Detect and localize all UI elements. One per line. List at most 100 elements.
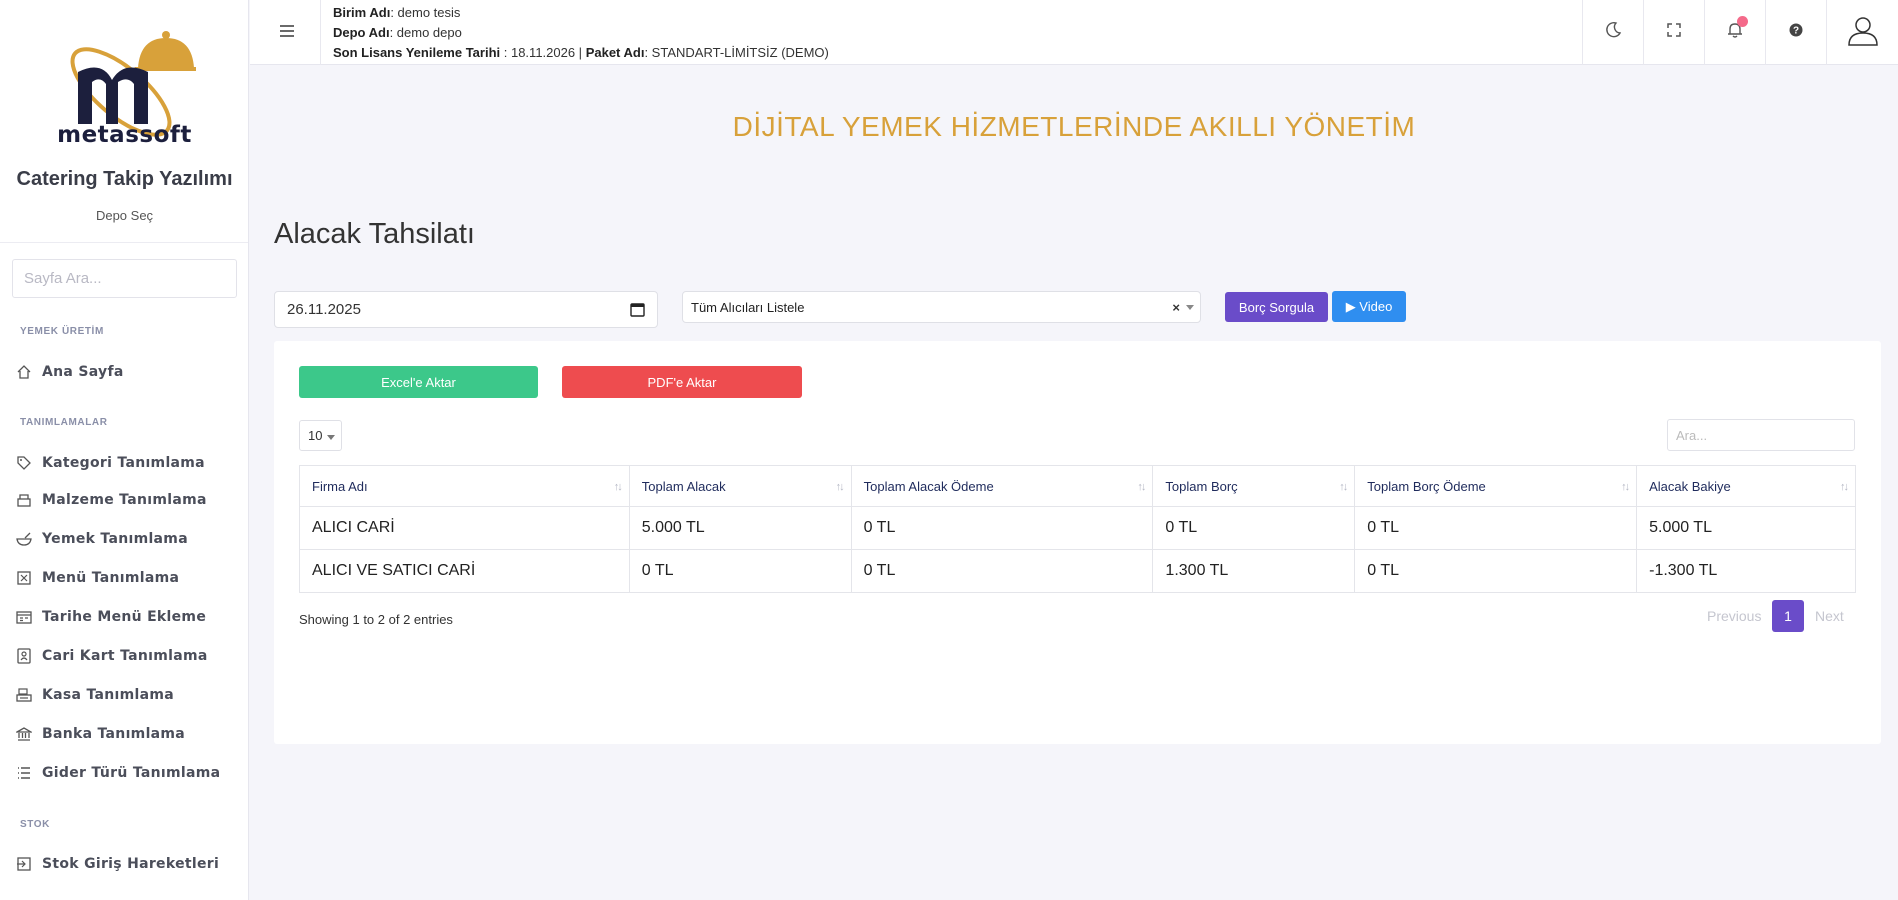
bell-icon [1726,21,1744,44]
sidebar-item-kategori[interactable]: Kategori Tanımlama [14,450,239,476]
column-header-toplam-alacak-odeme[interactable]: Toplam Alacak Ödeme ↑↓ [850,465,1154,507]
table-cell: ALICI VE SATICI CARİ [299,549,630,593]
user-icon [1847,14,1879,51]
pagination-next[interactable]: Next [1815,608,1844,624]
cash-register-icon [14,685,34,705]
depo-info: Depo Adı: demo depo [333,25,462,40]
section-title-tanimlamalar: TANIMLAMALAR [20,417,108,428]
sort-icon: ↑↓ [1621,481,1630,493]
sort-icon: ↑↓ [1137,481,1146,493]
table-cell: 0 TL [850,506,1154,550]
excel-export-button[interactable]: Excel'e Aktar [299,366,538,398]
sidebar-item-banka[interactable]: Banka Tanımlama [14,721,239,747]
sidebar-item-tarihe-menu[interactable]: Tarihe Menü Ekleme [14,604,239,630]
menu-card-icon [14,568,34,588]
sidebar-item-label: Stok Giriş Hareketleri [42,856,220,872]
sidebar-search-input[interactable] [12,259,237,298]
clear-selection-icon[interactable]: × [1172,300,1180,315]
sidebar-item-malzeme[interactable]: Malzeme Tanımlama [14,487,239,513]
table-search-input[interactable] [1667,419,1855,451]
sidebar-item-label: Banka Tanımlama [42,726,186,742]
bowl-icon [14,529,34,549]
column-header-firma-adi[interactable]: Firma Adı ↑↓ [299,465,630,507]
slogan-banner: DİJİTAL YEMEK HİZMETLERİNDE AKILLI YÖNET… [732,111,1416,142]
sort-icon: ↑↓ [613,481,623,493]
bank-icon [14,724,34,744]
chevron-down-icon [1186,305,1194,310]
column-header-toplam-borc-odeme[interactable]: Toplam Borç Ödeme ↑↓ [1354,465,1638,507]
pdf-export-button[interactable]: PDF'e Aktar [562,366,802,398]
pagination-previous[interactable]: Previous [1707,608,1762,624]
license-info: Son Lisans Yenileme Tarihi : 18.11.2026 … [333,45,829,60]
moon-icon [1604,21,1622,44]
ingredients-icon [14,490,34,510]
depo-select-link[interactable]: Depo Seç [95,208,154,223]
help-icon: ? [1789,23,1803,42]
notifications-button[interactable] [1704,0,1765,65]
user-menu-button[interactable] [1826,0,1898,65]
column-header-alacak-bakiye[interactable]: Alacak Bakiye ↑↓ [1636,465,1856,507]
notification-badge [1737,16,1748,27]
sidebar-item-label: Yemek Tanımlama [42,531,188,547]
metassoft-logo[interactable] [56,24,200,150]
column-header-toplam-alacak[interactable]: Toplam Alacak ↑↓ [628,465,852,507]
video-button[interactable]: ▶ Video [1332,291,1406,322]
top-bar: Birim Adı: demo tesis Depo Adı: demo dep… [250,0,1898,65]
sidebar-item-menu[interactable]: Menü Tanımlama [14,565,239,591]
sidebar-item-label: Kategori Tanımlama [42,455,205,471]
sidebar-item-gider-turu[interactable]: Gider Türü Tanımlama [14,760,239,786]
sidebar-item-kasa[interactable]: Kasa Tanımlama [14,682,239,708]
table-cell: 0 TL [1354,506,1638,550]
date-value: 26.11.2025 [287,301,361,318]
sidebar-divider [0,242,248,243]
sidebar-item-yemek[interactable]: Yemek Tanımlama [14,526,239,552]
sort-icon: ↑↓ [835,481,845,493]
table-cell: -1.300 TL [1636,549,1856,593]
chevron-down-icon [327,435,335,440]
fullscreen-button[interactable] [1643,0,1704,65]
hamburger-menu-icon[interactable] [276,20,298,42]
sort-icon: ↑↓ [1840,481,1849,493]
page-length-value: 10 [308,428,323,443]
top-separator [320,0,321,65]
sidebar-item-cari-kart[interactable]: Cari Kart Tanımlama [14,643,239,669]
dark-mode-button[interactable] [1582,0,1643,65]
stock-in-icon [14,854,34,874]
list-icon [14,763,34,783]
sidebar-item-label: Gider Türü Tanımlama [42,765,221,781]
table-cell: 5.000 TL [628,506,852,550]
page-title: Alacak Tahsilatı [274,218,475,250]
app-title: Catering Takip Yazılımı [16,168,233,190]
table-cell: 0 TL [1354,549,1638,593]
sort-icon: ↑↓ [1339,481,1348,493]
date-input[interactable]: 26.11.2025 [274,291,658,328]
sidebar-item-label: Tarihe Menü Ekleme [42,609,207,625]
sidebar: metassoft Catering Takip Yazılımı Depo S… [0,0,249,900]
sidebar-item-label: Malzeme Tanımlama [42,492,207,508]
borc-sorgula-button[interactable]: Borç Sorgula [1225,292,1328,322]
table-row: ALICI VE SATICI CARİ 0 TL 0 TL 1.300 TL … [299,549,1856,593]
table-cell: 0 TL [628,549,852,593]
table-cell: ALICI CARİ [299,506,630,550]
sidebar-item-label: Cari Kart Tanımlama [42,648,208,664]
sidebar-item-label: Kasa Tanımlama [42,687,174,703]
sidebar-item-stok-giris[interactable]: Stok Giriş Hareketleri [14,851,239,877]
table-cell: 5.000 TL [1636,506,1856,550]
brand-name: metassoft [57,122,192,148]
calendar-icon[interactable] [630,302,645,321]
sidebar-item-label: Menü Tanımlama [42,570,180,586]
column-header-toplam-borc[interactable]: Toplam Borç ↑↓ [1152,465,1356,507]
fullscreen-icon [1666,22,1682,43]
section-title-stok: STOK [20,819,50,830]
pagination-page-1[interactable]: 1 [1772,600,1804,632]
section-title-yemek-uretim: YEMEK ÜRETİM [20,326,104,337]
recipient-select-value: Tüm Alıcıları Listele [691,299,805,315]
sidebar-item-ana-sayfa[interactable]: Ana Sayfa [14,359,239,385]
svg-text:?: ? [1793,26,1799,37]
recipient-select[interactable]: Tüm Alıcıları Listele × [682,291,1201,323]
page-length-select[interactable]: 10 [299,420,342,451]
help-button[interactable]: ? [1765,0,1826,65]
sidebar-item-label: Ana Sayfa [42,364,124,380]
table-info: Showing 1 to 2 of 2 entries [299,612,453,627]
table-cell: 1.300 TL [1152,549,1356,593]
